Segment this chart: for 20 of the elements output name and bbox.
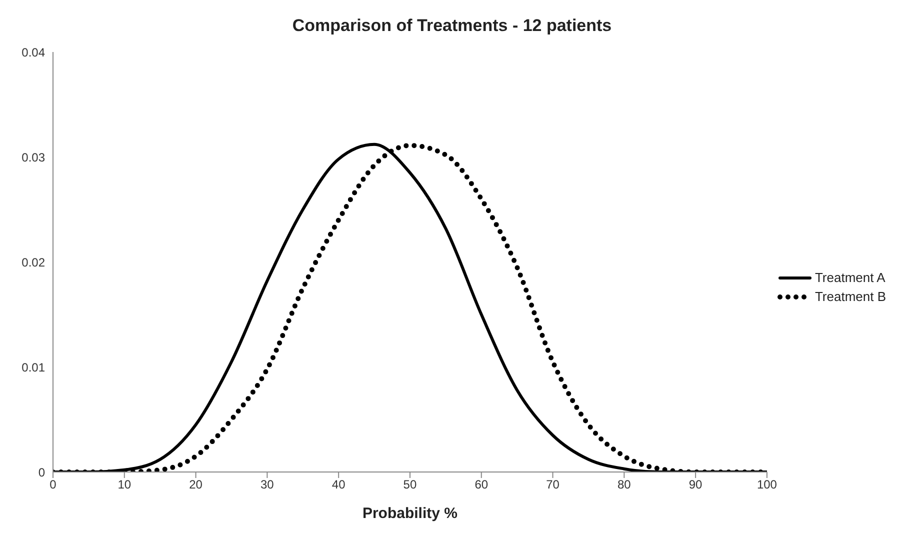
y-tick-label: 0.04 (22, 45, 46, 60)
x-tick-label: 30 (260, 478, 274, 492)
x-tick-label: 90 (688, 478, 703, 492)
x-tick-label: 40 (332, 478, 346, 492)
x-tick-label: 20 (189, 478, 203, 492)
legend-label: Treatment A (814, 270, 886, 285)
x-tick-label: 50 (403, 478, 417, 492)
y-tick-label: 0.03 (22, 150, 46, 164)
chart-title: Comparison of Treatments - 12 patients (291, 15, 613, 37)
legend-label: Treatment B (814, 289, 886, 304)
x-tick-label: 80 (617, 478, 632, 492)
x-tick-label: 60 (474, 478, 488, 492)
y-tick-label: 0.01 (22, 360, 46, 374)
y-tick-label: 0 (38, 465, 46, 480)
x-tick-label: 100 (756, 478, 778, 492)
x-axis-title: Probability % (362, 505, 458, 522)
x-tick-label: 0 (50, 478, 57, 492)
x-tick-label: 70 (546, 478, 560, 492)
x-tick-label: 10 (118, 478, 132, 492)
y-tick-label: 0.02 (22, 255, 46, 270)
